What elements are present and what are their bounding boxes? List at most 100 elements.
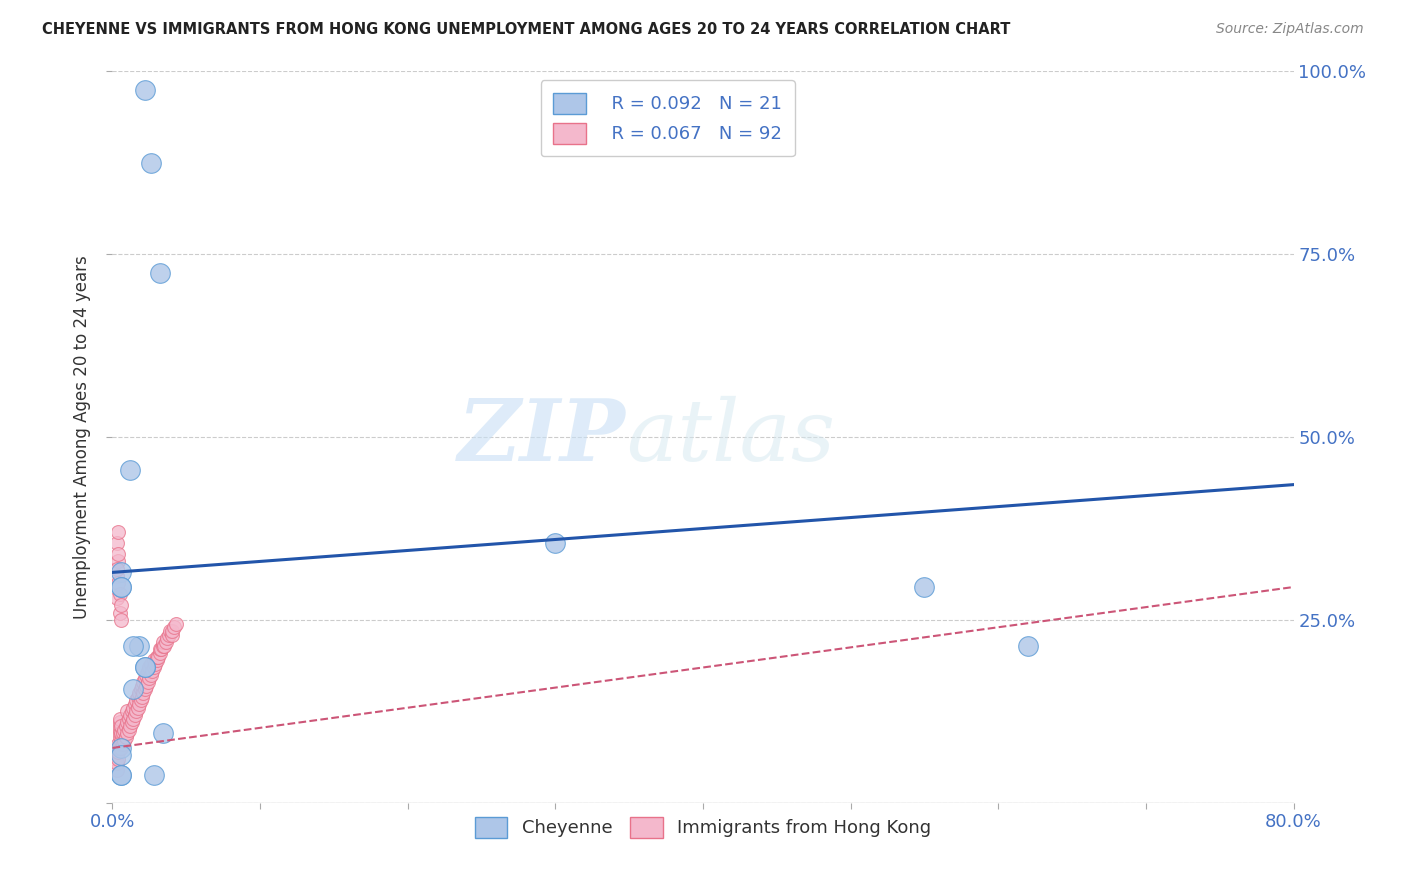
Point [141, 664, 163, 678]
Point [150, 642, 173, 657]
Point [136, 664, 159, 678]
Point [128, 686, 150, 700]
Point [118, 712, 141, 726]
Point [111, 726, 134, 740]
Point [110, 748, 132, 763]
Point [110, 726, 132, 740]
Point [110, 740, 132, 755]
Point [128, 697, 150, 711]
Point [165, 616, 187, 631]
Point [1017, 639, 1039, 653]
Point [157, 627, 180, 641]
Point [108, 606, 131, 620]
Point [110, 580, 132, 594]
Point [110, 613, 132, 627]
Point [105, 562, 128, 576]
Point [108, 726, 131, 740]
Point [110, 768, 132, 782]
Point [125, 693, 148, 707]
Y-axis label: Unemployment Among Ages 20 to 24 years: Unemployment Among Ages 20 to 24 years [73, 255, 91, 619]
Legend: Cheyenne, Immigrants from Hong Kong: Cheyenne, Immigrants from Hong Kong [467, 810, 939, 845]
Point [131, 690, 153, 704]
Point [129, 693, 152, 707]
Point [142, 768, 165, 782]
Point [129, 682, 152, 697]
Point [124, 697, 146, 711]
Point [160, 624, 183, 638]
Point [120, 708, 142, 723]
Point [138, 660, 160, 674]
Point [127, 690, 149, 704]
Point [107, 576, 129, 591]
Point [163, 620, 186, 634]
Point [153, 639, 176, 653]
Point [108, 730, 131, 744]
Point [122, 682, 145, 697]
Point [117, 705, 138, 719]
Point [122, 700, 145, 714]
Point [122, 639, 145, 653]
Point [107, 547, 129, 561]
Point [110, 719, 132, 733]
Point [125, 705, 148, 719]
Point [149, 646, 172, 660]
Point [110, 733, 132, 747]
Text: Source: ZipAtlas.com: Source: ZipAtlas.com [1216, 22, 1364, 37]
Point [142, 660, 165, 674]
Text: ZIP: ZIP [458, 395, 626, 479]
Point [134, 83, 156, 97]
Point [108, 712, 131, 726]
Point [136, 675, 159, 690]
Point [110, 580, 132, 594]
Text: atlas: atlas [626, 396, 835, 478]
Point [112, 723, 135, 737]
Point [139, 667, 162, 681]
Point [124, 708, 146, 723]
Point [122, 712, 145, 726]
Point [114, 730, 136, 744]
Point [105, 756, 128, 770]
Point [108, 740, 131, 755]
Point [111, 737, 134, 751]
Point [142, 653, 165, 667]
Point [110, 740, 132, 755]
Point [117, 715, 138, 730]
Point [107, 745, 129, 759]
Point [134, 682, 156, 697]
Point [117, 726, 138, 740]
Point [132, 686, 155, 700]
Point [134, 660, 156, 674]
Point [149, 266, 172, 280]
Point [544, 536, 567, 550]
Point [148, 649, 170, 664]
Point [131, 679, 153, 693]
Point [107, 554, 129, 568]
Point [110, 768, 132, 782]
Point [139, 657, 162, 671]
Point [114, 719, 136, 733]
Point [138, 672, 160, 686]
Point [146, 649, 169, 664]
Point [112, 733, 135, 747]
Point [105, 569, 128, 583]
Point [135, 667, 157, 681]
Point [107, 525, 129, 540]
Point [134, 660, 156, 674]
Text: CHEYENNE VS IMMIGRANTS FROM HONG KONG UNEMPLOYMENT AMONG AGES 20 TO 24 YEARS COR: CHEYENNE VS IMMIGRANTS FROM HONG KONG UN… [42, 22, 1011, 37]
Point [914, 580, 936, 594]
Point [128, 639, 150, 653]
Point [110, 599, 132, 613]
Point [120, 463, 142, 477]
Point [156, 632, 179, 646]
Point [107, 740, 129, 755]
Point [108, 737, 131, 751]
Point [139, 156, 162, 170]
Point [121, 715, 143, 730]
Point [159, 624, 181, 638]
Point [152, 635, 174, 649]
Point [152, 726, 174, 740]
Point [107, 737, 129, 751]
Point [105, 763, 128, 777]
Point [143, 657, 166, 671]
Point [127, 700, 149, 714]
